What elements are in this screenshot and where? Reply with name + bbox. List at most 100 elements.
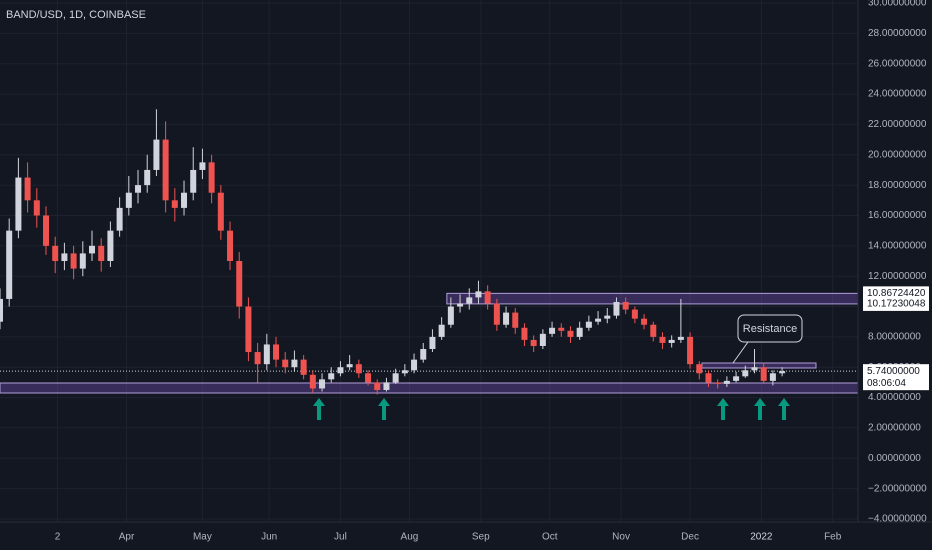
candle-body xyxy=(43,215,50,246)
candle-body xyxy=(595,318,602,322)
candle-body xyxy=(227,230,234,261)
arrow xyxy=(754,398,766,420)
callout: Resistance xyxy=(732,314,803,364)
arrow xyxy=(778,398,790,420)
candle-body xyxy=(61,253,68,261)
last-price-label: 5.74000000 xyxy=(867,366,920,377)
callout-box xyxy=(737,314,803,343)
candle-body xyxy=(300,359,307,375)
candle-body xyxy=(659,336,666,343)
x-tick-label: Aug xyxy=(401,532,419,543)
callout-line xyxy=(732,341,749,364)
candle-body xyxy=(576,327,583,337)
y-tick-label: 18.00000000 xyxy=(868,180,927,191)
x-tick-label: Feb xyxy=(824,532,842,543)
candle-body xyxy=(374,382,381,390)
price-label: 10.86724420 xyxy=(867,288,926,299)
y-tick-label: 24.00000000 xyxy=(868,89,927,100)
candle-body xyxy=(779,371,786,374)
candle-body xyxy=(70,253,77,269)
y-tick-label: 2.00000000 xyxy=(868,423,921,434)
price-label: 10.17230048 xyxy=(867,299,926,310)
candle-body xyxy=(89,245,96,254)
candle-body xyxy=(171,200,178,208)
y-tick-label: 26.00000000 xyxy=(868,58,927,69)
candle-body xyxy=(24,177,31,201)
candle-body xyxy=(466,297,473,304)
candle-body xyxy=(604,315,611,319)
candle-body xyxy=(135,185,142,193)
chart-title: BAND/USD, 1D, COINBASE xyxy=(6,9,146,21)
x-tick-label: Jun xyxy=(261,532,277,543)
candle-body xyxy=(309,374,316,389)
candle-body xyxy=(457,303,464,307)
y-tick-label: −2.00000000 xyxy=(868,483,927,494)
x-tick-label: Dec xyxy=(681,532,699,543)
candle-body xyxy=(291,359,298,368)
candle-body xyxy=(613,301,620,316)
candle-body xyxy=(0,298,3,322)
y-tick-label: 14.00000000 xyxy=(868,240,927,251)
candle-body xyxy=(631,309,638,319)
candle-body xyxy=(429,336,436,350)
x-tick-label: Jul xyxy=(334,532,347,543)
candle-body xyxy=(751,367,758,371)
candle-body xyxy=(696,364,703,374)
x-tick-label: Apr xyxy=(119,532,135,543)
candle-body xyxy=(420,349,427,360)
resistance-zone xyxy=(446,292,859,305)
candle-body xyxy=(742,370,749,377)
candle-body xyxy=(769,373,776,381)
arrow xyxy=(717,398,729,420)
x-tick-label: Sep xyxy=(472,532,490,543)
y-tick-label: 12.00000000 xyxy=(868,271,927,282)
arrow xyxy=(313,398,325,420)
candle-body xyxy=(282,359,289,368)
candle-body xyxy=(337,367,344,374)
candle-body xyxy=(512,312,519,328)
candle-body xyxy=(493,303,500,325)
axes: 30.0000000028.0000000026.0000000024.0000… xyxy=(55,0,929,543)
candle-body xyxy=(107,230,114,261)
candle-body xyxy=(723,380,730,384)
candle-body xyxy=(484,291,491,304)
candle-body xyxy=(52,245,59,261)
candle-body xyxy=(217,192,224,231)
candle-body xyxy=(558,327,565,331)
callout-text: Resistance xyxy=(743,323,797,335)
candle-body xyxy=(254,352,261,365)
resistance-zone xyxy=(701,362,817,369)
y-tick-label: 28.00000000 xyxy=(868,28,927,39)
candle-body xyxy=(144,169,151,186)
candle-body xyxy=(521,327,528,340)
y-tick-label: 22.00000000 xyxy=(868,119,927,130)
candle-body xyxy=(475,291,482,298)
candle-body xyxy=(733,376,740,381)
candle-body xyxy=(585,321,592,328)
candle-body xyxy=(190,169,197,193)
y-tick-label: −4.00000000 xyxy=(868,514,927,525)
arrow xyxy=(378,398,390,420)
arrows xyxy=(313,398,790,420)
support-zone xyxy=(0,382,859,394)
x-tick-label: Nov xyxy=(612,532,630,543)
candle-body xyxy=(392,373,399,383)
candle-body xyxy=(438,324,445,337)
candle-body xyxy=(208,162,215,193)
candle-body xyxy=(319,379,326,389)
y-tick-label: 0.00000000 xyxy=(868,453,921,464)
candle-body xyxy=(273,344,280,360)
y-tick-label: 8.00000000 xyxy=(868,332,921,343)
candle-body xyxy=(760,367,767,381)
candle-body xyxy=(355,364,362,374)
candle-body xyxy=(181,192,188,208)
candle-body xyxy=(705,373,712,383)
candle-body xyxy=(199,162,206,170)
x-tick-label: May xyxy=(193,532,212,543)
x-tick-label: 2 xyxy=(55,532,61,543)
candle-body xyxy=(530,339,537,346)
countdown: 08:06:04 xyxy=(867,378,906,389)
candle-body xyxy=(650,324,657,337)
